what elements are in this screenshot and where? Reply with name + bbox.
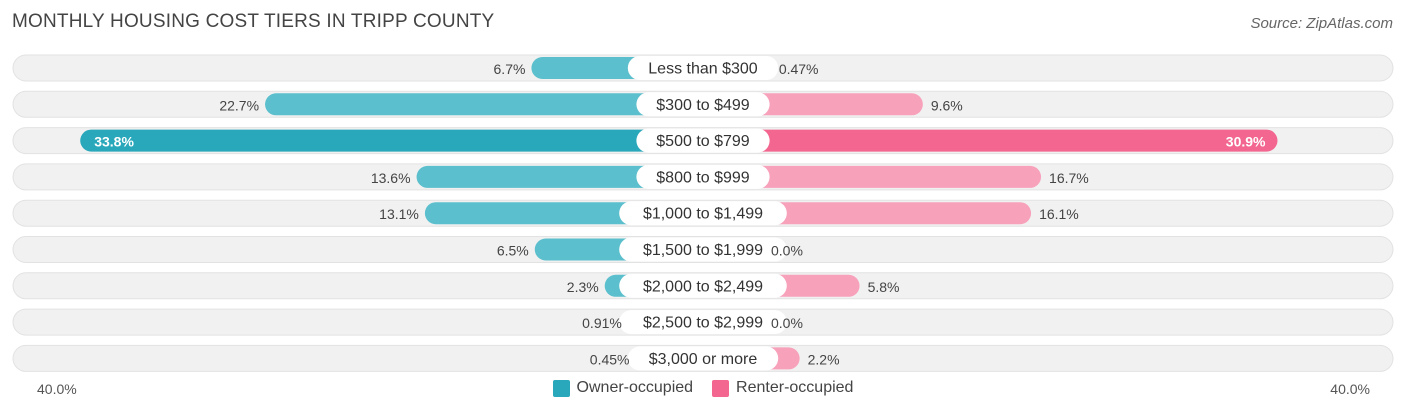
- owner-value-label: 13.6%: [371, 170, 411, 186]
- category-label: $3,000 or more: [649, 351, 758, 368]
- category-pill: [619, 310, 787, 335]
- renter-value-label: 30.9%: [1226, 134, 1266, 150]
- renter-value-label: 0.0%: [771, 243, 803, 259]
- renter-value-label: 5.8%: [868, 279, 900, 295]
- owner-bar: [416, 165, 703, 188]
- legend-label-renter: Renter-occupied: [736, 379, 854, 396]
- category-pill: [619, 201, 787, 226]
- legend-swatch-renter: [712, 379, 730, 397]
- renter-value-label: 2.2%: [808, 351, 840, 367]
- axis-label-left: 40.0%: [37, 381, 77, 397]
- renter-value-label: 0.0%: [771, 315, 803, 331]
- owner-value-label: 22.7%: [219, 97, 259, 113]
- legend: Owner-occupied Renter-occupied: [0, 379, 1406, 397]
- renter-bar: [703, 129, 1278, 152]
- category-label: $800 to $999: [656, 169, 750, 186]
- legend-swatch-owner: [552, 379, 570, 397]
- category-label: $2,500 to $2,999: [643, 315, 763, 332]
- renter-value-label: 16.7%: [1049, 170, 1089, 186]
- category-label: $2,000 to $2,499: [643, 278, 763, 295]
- source-note: Source: ZipAtlas.com: [1250, 15, 1393, 32]
- owner-value-label: 2.3%: [567, 279, 599, 295]
- category-pill: [619, 237, 787, 262]
- category-pill: [636, 92, 770, 117]
- category-label: $300 to $499: [656, 97, 750, 114]
- owner-bar: [80, 129, 704, 152]
- owner-value-label: 33.8%: [94, 134, 134, 150]
- owner-value-label: 0.91%: [582, 315, 622, 331]
- category-pill: [619, 273, 787, 298]
- renter-value-label: 16.1%: [1039, 206, 1079, 222]
- renter-value-label: 9.6%: [931, 97, 963, 113]
- owner-value-label: 6.5%: [497, 243, 529, 259]
- owner-value-label: 13.1%: [379, 206, 419, 222]
- category-pill: [627, 346, 779, 371]
- category-label: Less than $300: [648, 61, 758, 78]
- owner-value-label: 6.7%: [494, 61, 526, 77]
- legend-item-renter[interactable]: Renter-occupied: [712, 379, 853, 397]
- category-label: $1,000 to $1,499: [643, 206, 763, 223]
- owner-value-label: 0.45%: [590, 351, 630, 367]
- legend-label-owner: Owner-occupied: [576, 379, 694, 396]
- category-pill: [627, 56, 779, 80]
- renter-bar: [703, 165, 1042, 188]
- renter-value-label: 0.47%: [779, 61, 819, 77]
- category-pill: [636, 128, 770, 153]
- category-pill: [636, 164, 770, 189]
- category-label: $1,500 to $1,999: [643, 242, 763, 259]
- chart-title: MONTHLY HOUSING COST TIERS IN TRIPP COUN…: [12, 11, 495, 32]
- legend-item-owner[interactable]: Owner-occupied: [552, 379, 694, 397]
- owner-bar: [265, 93, 703, 116]
- category-label: $500 to $799: [656, 133, 750, 150]
- axis-label-right: 40.0%: [1330, 381, 1370, 397]
